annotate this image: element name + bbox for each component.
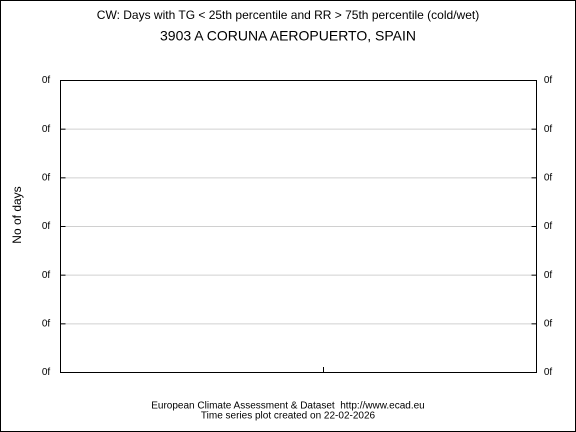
y-tick-label: 0f	[42, 367, 51, 378]
chart-title: CW: Days with TG < 25th percentile and R…	[97, 8, 479, 22]
y-tick-label: 0f	[544, 270, 553, 281]
y-tick-label: 0f	[544, 75, 553, 86]
y-tick-label: 0f	[544, 318, 553, 329]
footer: European Climate Assessment & Dataset ht…	[151, 401, 424, 412]
footer: Time series plot created on 22-02-2026	[201, 411, 376, 422]
y-tick-label: 0f	[42, 172, 51, 183]
y-tick-label: 0f	[42, 318, 51, 329]
y-tick-label: 0f	[42, 221, 51, 232]
y-tick-label: 0f	[42, 124, 51, 135]
y-axis-label: No of days	[10, 186, 24, 243]
y-tick-label: 0f	[544, 367, 553, 378]
y-tick-label: 0f	[42, 75, 51, 86]
chart-subtitle: 3903 A CORUNA AEROPUERTO, SPAIN	[160, 28, 416, 44]
y-tick-label: 0f	[42, 270, 51, 281]
y-tick-label: 0f	[544, 124, 553, 135]
y-tick-label: 0f	[544, 221, 553, 232]
y-tick-label: 0f	[544, 172, 553, 183]
